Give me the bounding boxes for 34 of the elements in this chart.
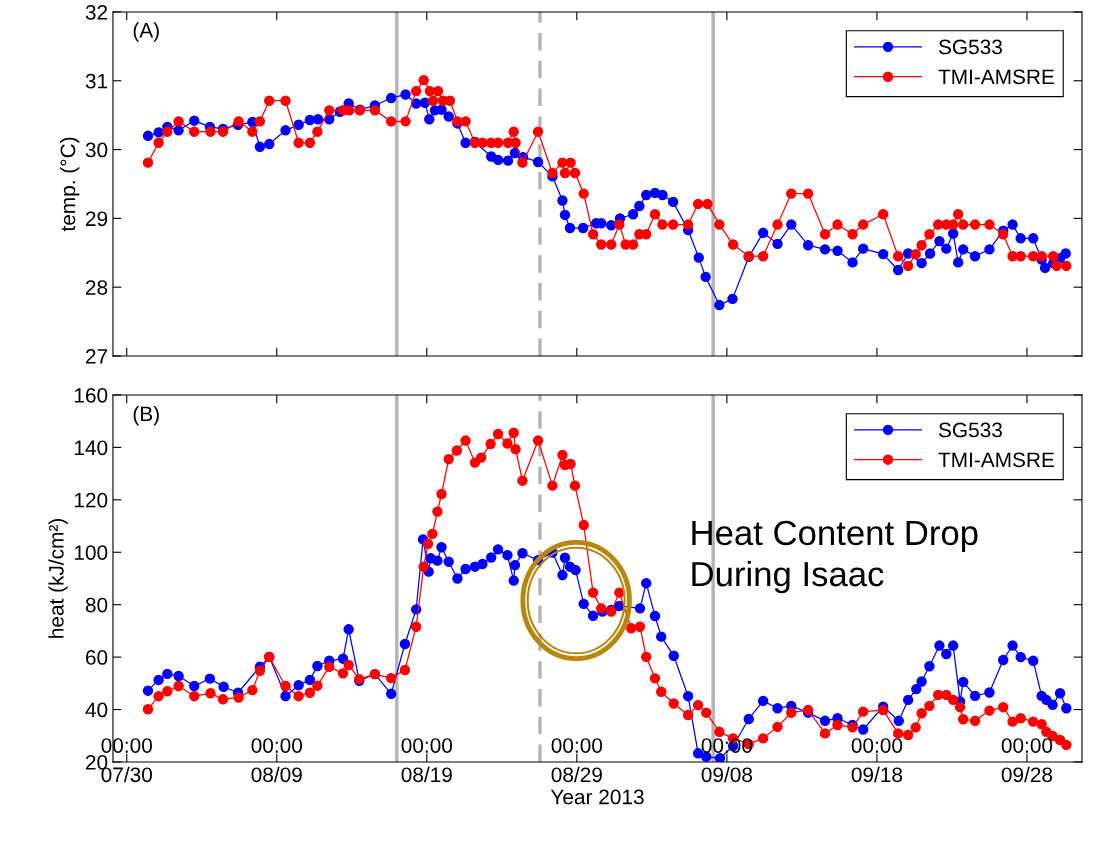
legend-label: SG533 (938, 39, 1002, 55)
annotation: 00:00 (551, 738, 603, 753)
y-tick-label: 40 (85, 702, 108, 718)
annotation: 00:00 (251, 738, 303, 753)
x-tick-label: 08/29 (551, 766, 602, 783)
x-axis-title: Year 2013 (550, 789, 644, 805)
x-tick-label: 09/28 (1001, 766, 1053, 783)
y-axis-title: heat (kJ/cm²) (48, 518, 68, 638)
annotation: Heat Content Drop During Isaac (692, 520, 978, 594)
y-tick-label: 80 (85, 597, 108, 613)
y-axis-title: temp. (°C) (59, 137, 80, 232)
x-tick-label: 08/19 (401, 766, 452, 783)
y-tick-label: 31 (85, 73, 108, 89)
legend-label: SG533 (938, 422, 1002, 438)
legend-label: TMI-AMSRE (938, 69, 1054, 85)
annotation: (A) (133, 22, 159, 42)
y-tick-label: 27 (85, 348, 108, 364)
y-tick-label: 100 (74, 545, 108, 560)
y-tick-label: 29 (85, 211, 108, 227)
legend-label: TMI-AMSRE (938, 452, 1054, 468)
annotation: 00:00 (401, 738, 453, 753)
annotation: 00:00 (851, 738, 903, 753)
x-tick-label: 09/18 (851, 766, 903, 783)
x-tick-label: 09/08 (701, 766, 753, 783)
y-tick-label: 28 (85, 280, 108, 295)
y-tick-label: 120 (74, 492, 108, 508)
y-tick-label: 160 (74, 387, 108, 403)
y-tick-label: 60 (86, 650, 108, 665)
annotation: 00:00 (1001, 738, 1053, 753)
annotation: (B) (133, 405, 159, 426)
x-tick-label: 08/09 (251, 766, 302, 783)
y-tick-label: 30 (85, 142, 108, 158)
y-tick-label: 32 (85, 4, 108, 20)
y-tick-label: 140 (74, 440, 108, 456)
